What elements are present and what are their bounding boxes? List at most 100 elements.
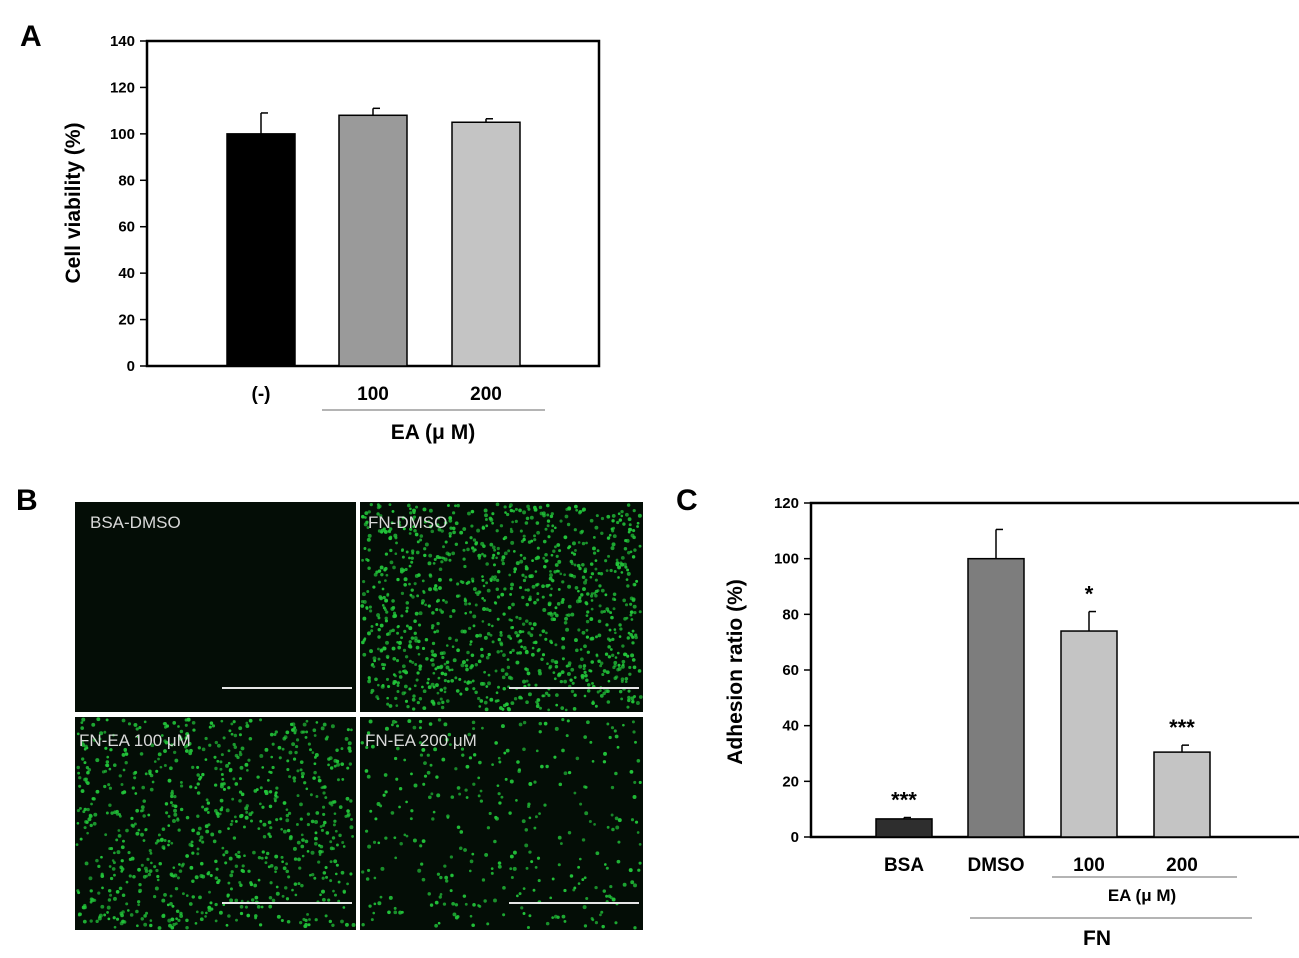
- cell-dot: [396, 724, 400, 728]
- cell-dot: [297, 882, 301, 886]
- cell-dot: [541, 584, 545, 589]
- cell-dot: [419, 538, 423, 542]
- cell-dot: [431, 624, 435, 628]
- cell-dot: [597, 633, 602, 638]
- cell-dot: [418, 741, 422, 745]
- cell-dot: [617, 512, 621, 516]
- cell-dot: [491, 521, 494, 525]
- cell-dot: [92, 821, 97, 826]
- cell-dot: [624, 680, 628, 684]
- cell-dot: [509, 529, 514, 534]
- cell-dot: [424, 542, 429, 547]
- cell-dot: [161, 914, 166, 919]
- cell-dot: [248, 718, 253, 723]
- y-tick-label: 140: [110, 33, 135, 50]
- cell-dot: [636, 759, 641, 763]
- cell-dot: [317, 860, 321, 864]
- cell-dot: [80, 726, 84, 730]
- cell-dot: [438, 608, 442, 612]
- cell-dot: [636, 831, 640, 834]
- cell-dot: [440, 671, 445, 676]
- cell-dot: [410, 772, 413, 776]
- cell-dot: [524, 588, 528, 592]
- cell-dot: [573, 504, 578, 509]
- cell-dot: [594, 921, 598, 925]
- cell-dot: [413, 636, 418, 641]
- y-tick-label: 0: [791, 829, 799, 846]
- cell-dot: [216, 759, 220, 763]
- cell-dot: [413, 582, 417, 586]
- cell-dot: [106, 755, 110, 759]
- cell-dot: [201, 772, 205, 777]
- cell-dot: [216, 743, 221, 748]
- cell-dot: [133, 822, 137, 826]
- cell-dot: [394, 856, 397, 860]
- cell-dot: [460, 663, 465, 668]
- cell-dot: [633, 780, 637, 784]
- cell-dot: [244, 905, 248, 909]
- cell-dot: [557, 863, 561, 867]
- cell-dot: [490, 871, 494, 875]
- cell-dot: [630, 880, 635, 885]
- cell-dot: [227, 881, 231, 885]
- cell-dot: [549, 573, 553, 578]
- cell-dot: [376, 512, 380, 516]
- cell-dot: [150, 861, 153, 865]
- cell-dot: [268, 770, 271, 774]
- cell-dot: [317, 778, 322, 783]
- cell-dot: [581, 541, 586, 546]
- cell-dot: [483, 635, 488, 640]
- cell-dot: [198, 895, 202, 900]
- cell-dot: [204, 824, 209, 829]
- cell-dot: [617, 666, 622, 671]
- cell-dot: [240, 792, 245, 797]
- cell-dot: [331, 836, 336, 840]
- cell-dot: [638, 843, 642, 846]
- cell-dot: [99, 731, 104, 736]
- cell-dot: [518, 892, 522, 896]
- cell-dot: [487, 673, 491, 677]
- cell-dot: [495, 691, 499, 695]
- cell-dot: [84, 820, 88, 824]
- cell-dot: [632, 604, 637, 609]
- cell-dot: [509, 508, 514, 513]
- cell-dot: [476, 592, 480, 597]
- cell-dot: [418, 667, 422, 671]
- cell-dot: [567, 584, 572, 589]
- cell-dot: [140, 917, 144, 921]
- cell-dot: [140, 805, 145, 810]
- cell-dot: [398, 670, 402, 674]
- cell-dot: [465, 658, 469, 662]
- cell-dot: [415, 505, 419, 509]
- cell-dot: [514, 519, 518, 523]
- cell-dot: [332, 847, 336, 851]
- cell-dot: [286, 759, 290, 763]
- cell-dot: [456, 825, 461, 830]
- cell-dot: [346, 809, 350, 813]
- cell-dot: [418, 697, 423, 701]
- cell-dot: [260, 856, 264, 860]
- cell-dot: [83, 777, 87, 782]
- cell-dot: [238, 790, 243, 794]
- cell-dot: [185, 743, 190, 748]
- cell-dot: [293, 882, 298, 886]
- cell-dot: [104, 833, 108, 837]
- cell-dot: [89, 900, 93, 904]
- cell-dot: [536, 856, 541, 860]
- cell-dot: [309, 793, 313, 797]
- cell-dot: [443, 662, 447, 666]
- cell-dot: [260, 905, 264, 909]
- cell-dot: [76, 889, 80, 893]
- cell-dot: [497, 569, 501, 574]
- cell-dot: [606, 609, 610, 613]
- cell-dot: [112, 916, 116, 920]
- cell-dot: [397, 625, 400, 628]
- cell-dot: [332, 823, 336, 827]
- cell-dot: [486, 826, 491, 830]
- cell-dot: [534, 570, 538, 573]
- cell-dot: [573, 791, 577, 795]
- cell-dot: [600, 610, 604, 614]
- cell-dot: [428, 574, 433, 578]
- cell-dot: [239, 883, 243, 888]
- cell-dot: [333, 893, 337, 897]
